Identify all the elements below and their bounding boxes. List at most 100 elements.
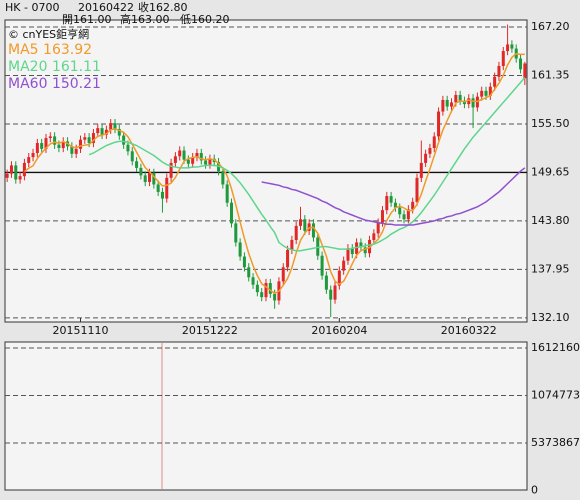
candle-body [48, 136, 52, 139]
candle-body [445, 99, 449, 107]
candle-body [359, 242, 363, 248]
legend-name: MA60 [8, 76, 47, 92]
candle-body [411, 201, 415, 210]
plot-layer: 132.10 137.95 143.80 149.65 155.50 161.35 167.… [5, 20, 580, 497]
y-tick-label: 161.35 [531, 69, 570, 82]
y-tick-label: 132.10 [531, 311, 570, 324]
candle-body [173, 156, 177, 163]
candle-body [117, 128, 121, 136]
candle-body [372, 233, 376, 240]
candle-body [91, 133, 95, 144]
legend-entry: MA60 150.21 [8, 76, 101, 92]
candle-body [350, 248, 354, 255]
candle-body [31, 152, 35, 158]
candle-body [299, 219, 303, 226]
candle-body [251, 277, 255, 285]
candle-body [488, 86, 492, 96]
candle-body [523, 63, 527, 79]
symbol: HK - 0700 [5, 1, 59, 14]
candle-body [264, 283, 268, 298]
candle-body [191, 157, 195, 164]
candle-body [104, 129, 108, 135]
candle-body [273, 293, 277, 301]
candle-body [126, 144, 130, 152]
candle-body [342, 260, 346, 271]
candle-body [255, 284, 259, 293]
date: 20160422 [78, 1, 134, 14]
candle-body [40, 143, 44, 149]
candle-body [96, 128, 100, 134]
candle-body [441, 99, 445, 112]
candle-body [316, 237, 320, 256]
candle-body [376, 222, 380, 234]
candle-body [178, 150, 182, 157]
y-tick-label: 149.65 [531, 165, 570, 178]
candle-body [467, 98, 471, 105]
candle-body [204, 160, 208, 165]
candle-body [225, 184, 229, 203]
candle-body [165, 177, 169, 199]
candle-body [428, 148, 432, 154]
y-tick-label: 143.80 [531, 214, 570, 227]
candle-body [229, 202, 233, 224]
candle-body [454, 94, 458, 103]
candle-body [355, 242, 359, 255]
candle-body [281, 267, 285, 282]
legend-value: 150.21 [52, 76, 101, 92]
candle-body [268, 283, 272, 294]
candle-body [346, 248, 350, 261]
candle-body [247, 267, 251, 278]
legend-entry: MA20 161.11 [8, 59, 101, 75]
candle-body [74, 148, 78, 154]
candle-body [238, 242, 242, 257]
candle-body [333, 285, 337, 300]
y-tick-label: 5373867 [531, 436, 580, 449]
candle-body [260, 292, 264, 298]
y-tick-label: 16121600 [531, 341, 580, 354]
candle-body [449, 102, 454, 107]
candle-body [242, 256, 246, 268]
candle-body [9, 165, 13, 174]
candle-body [424, 153, 428, 163]
candle-body [139, 167, 143, 176]
candle-body [480, 90, 484, 97]
open-label: 開161.00 [62, 13, 112, 26]
candle-body [113, 123, 117, 129]
candle-body [380, 210, 384, 223]
candle-body [458, 94, 462, 101]
candle-body [182, 150, 186, 160]
close-label: 收162.80 [138, 0, 188, 14]
candle-body [78, 139, 83, 149]
candle-body [186, 159, 190, 164]
candle-body [294, 225, 298, 240]
x-tick-label: 20160204 [311, 324, 367, 337]
candle-body [195, 152, 199, 158]
candle-body [143, 175, 147, 182]
candle-body [402, 214, 406, 220]
candle-body [14, 165, 18, 180]
y-tick-label: 10747733 [531, 388, 580, 401]
ma-line [88, 77, 526, 252]
candle-body [320, 255, 324, 276]
candle-body [199, 152, 203, 161]
candle-body [44, 138, 48, 149]
candle-body [27, 157, 31, 163]
candle-body [329, 289, 333, 300]
y-tick-label: 155.50 [531, 117, 570, 130]
legend-value: 161.11 [52, 59, 101, 75]
candle-body [135, 161, 139, 168]
candle-body [393, 202, 397, 208]
volume-panel [4, 341, 528, 491]
candle-body [18, 176, 22, 180]
candle-body [152, 172, 156, 185]
candle-body [493, 76, 497, 87]
candle-body [5, 173, 9, 178]
candle-body [406, 209, 410, 220]
y-tick-label: 167.20 [531, 20, 570, 33]
watermark: © cnYES鉅亨網 [8, 27, 89, 41]
price-panel [4, 19, 528, 323]
x-tick-label: 20151222 [182, 324, 238, 337]
candle-body [303, 219, 307, 231]
candle-body [169, 162, 173, 178]
candle-body [148, 172, 152, 182]
